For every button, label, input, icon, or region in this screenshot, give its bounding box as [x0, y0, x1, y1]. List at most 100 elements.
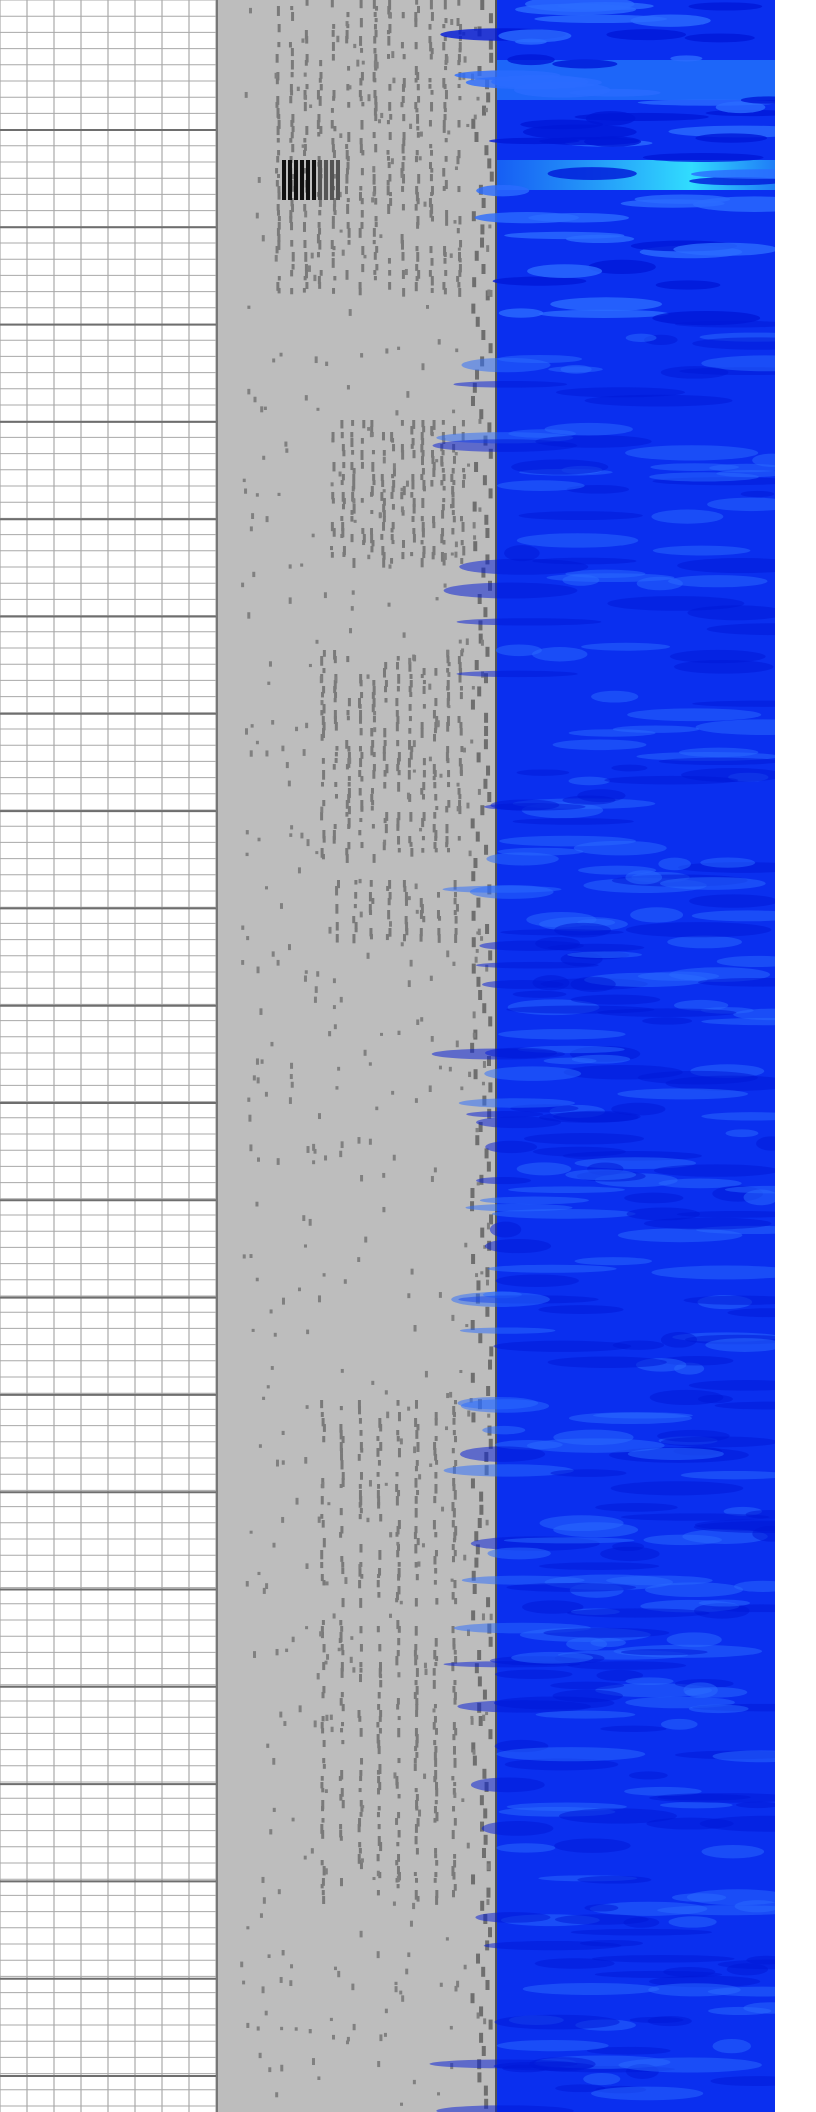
streak — [657, 1905, 805, 1916]
trace-segment — [339, 1442, 343, 1452]
trace-speck — [259, 1913, 263, 1918]
trace-segment — [386, 156, 390, 161]
trace-segment — [419, 934, 423, 942]
streak — [481, 1821, 554, 1836]
trace-speck — [295, 1497, 299, 1505]
trace-speck — [348, 85, 352, 90]
trace-segment — [370, 746, 374, 756]
trace-segment — [371, 540, 375, 547]
trace-segment — [453, 880, 457, 890]
trace-segment — [401, 144, 405, 154]
trace-segment — [400, 42, 404, 49]
trace-speck — [400, 2102, 404, 2106]
trace-speck — [268, 2067, 272, 2073]
trace-segment — [480, 1227, 485, 1238]
trace-speck — [244, 488, 248, 494]
trace-segment — [433, 734, 437, 742]
trace-speck — [409, 123, 413, 130]
trace-segment — [446, 698, 450, 707]
trace-speck — [418, 1474, 422, 1480]
streak — [655, 280, 721, 290]
streak — [553, 1429, 634, 1446]
streak — [659, 877, 766, 890]
trace-segment — [412, 504, 416, 514]
trace-segment — [346, 198, 350, 203]
trace-segment — [414, 1544, 418, 1554]
trace-segment — [416, 6, 420, 14]
trace-segment — [369, 910, 373, 915]
trace-speck — [311, 533, 315, 538]
trace-speck — [263, 406, 267, 410]
trace-segment — [372, 174, 376, 182]
trace-speck — [452, 409, 456, 414]
trace-speck — [305, 1405, 309, 1409]
trace-speck — [248, 7, 252, 14]
trace-speck — [486, 1863, 490, 1870]
trace-speck — [435, 459, 439, 463]
trace-speck — [472, 522, 476, 529]
trace-segment — [433, 782, 437, 789]
trace-segment — [360, 692, 364, 699]
trace-speck — [288, 1097, 292, 1104]
trace-segment — [291, 12, 295, 21]
trace-segment — [384, 680, 388, 687]
trace-segment — [340, 1668, 344, 1678]
trace-speck — [483, 2018, 487, 2025]
streak — [567, 1661, 687, 1670]
trace-segment — [414, 1598, 418, 1607]
trace-segment — [359, 1430, 363, 1436]
trace-segment — [387, 54, 391, 59]
trace-segment — [408, 662, 412, 672]
trace-segment — [420, 432, 424, 441]
trace-speck — [372, 166, 376, 173]
streak — [504, 545, 540, 562]
trace-segment — [276, 96, 280, 105]
trace-speck — [453, 220, 457, 224]
trace-speck — [436, 722, 440, 728]
trace-segment — [422, 552, 426, 559]
streak — [600, 1546, 660, 1562]
trace-segment — [452, 1406, 456, 1415]
trace-speck — [336, 35, 340, 43]
trace-segment — [471, 910, 476, 921]
trace-segment — [331, 432, 335, 442]
trace-segment — [395, 1484, 399, 1492]
trace-speck — [430, 1036, 434, 1042]
trace-segment — [451, 1544, 455, 1551]
trace-speck — [306, 1146, 310, 1153]
trace-segment — [377, 1502, 381, 1509]
trace-segment — [479, 1795, 484, 1806]
trace-segment — [347, 842, 351, 850]
trace-speck — [463, 56, 467, 63]
trace-speck — [353, 519, 357, 523]
waterfall-traces — [240, 0, 494, 2109]
trace-segment — [479, 409, 484, 420]
trace-segment — [434, 698, 438, 707]
trace-speck — [281, 1516, 285, 1523]
trace-segment — [376, 1812, 380, 1818]
streak — [658, 1178, 742, 1189]
trace-speck — [373, 60, 377, 68]
trace-segment — [429, 144, 433, 149]
trace-speck — [289, 833, 293, 837]
trace-speck — [456, 1980, 460, 1988]
trace-segment — [483, 607, 488, 618]
streak — [498, 308, 544, 318]
trace-segment — [320, 1722, 324, 1729]
trace-segment — [409, 692, 413, 698]
trace-segment — [395, 662, 399, 670]
trace-segment — [397, 1794, 401, 1799]
trace-speck — [476, 2012, 480, 2019]
trace-speck — [288, 564, 292, 569]
trace-segment — [397, 1574, 401, 1581]
trace-segment — [444, 138, 448, 143]
trace-segment — [484, 844, 489, 855]
trace-speck — [476, 1182, 480, 1186]
grid — [0, 0, 217, 2112]
trace-segment — [422, 758, 426, 766]
trace-segment — [488, 1927, 493, 1938]
trace-segment — [276, 6, 280, 16]
trace-segment — [345, 30, 349, 40]
trace-speck — [279, 1711, 283, 1718]
trace-segment — [332, 246, 336, 251]
